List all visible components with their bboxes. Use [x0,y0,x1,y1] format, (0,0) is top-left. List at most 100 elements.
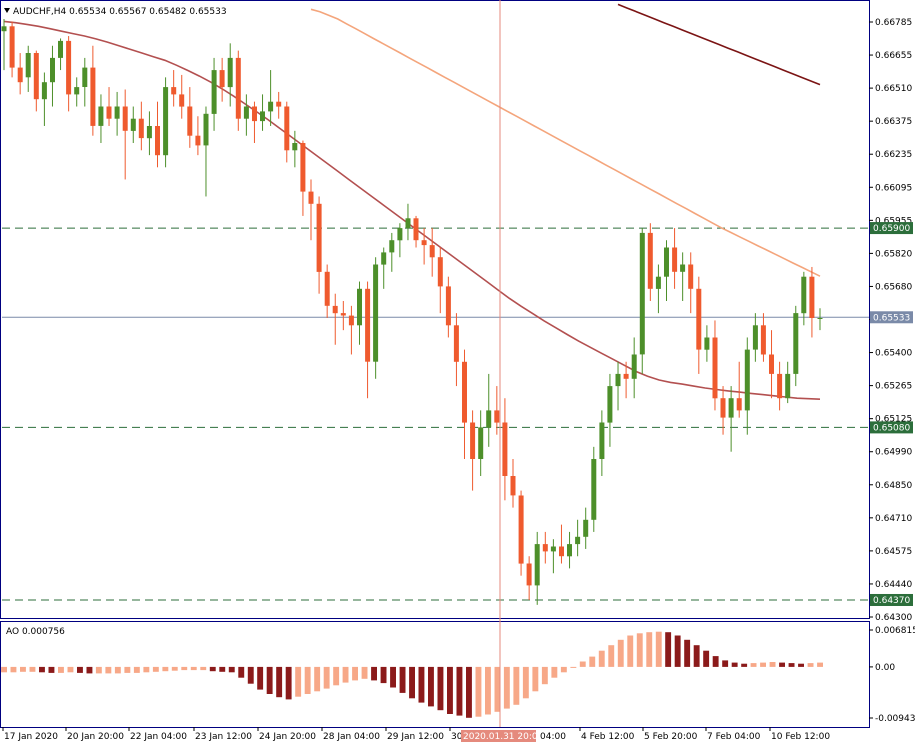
candle-body [429,245,435,258]
candle-body [90,67,96,126]
price-tick-label: 0.65265 [875,382,912,392]
candle-85 [688,252,694,314]
candle-body [171,87,177,95]
ao-bar-74 [703,650,710,667]
candle-body [567,544,572,557]
ao-bar-27 [257,666,264,690]
ao-bar-49 [466,666,472,718]
candle-64 [518,490,524,576]
ao-bar-57 [541,666,548,685]
candle-1 [9,21,15,78]
price-tag-label: 0.65900 [873,224,910,234]
candle-body [252,106,257,122]
candle-101 [817,308,823,331]
candle-body [623,373,629,379]
candle-70 [567,531,572,569]
candle-4 [33,50,39,112]
candle-body [114,106,120,119]
chart-title: AUDCHF,H4 0.65534 0.65567 0.65482 0.6553… [4,7,227,17]
price-tag-bg [870,222,913,235]
candle-99 [801,271,807,326]
candle-body [704,337,710,350]
candle-body [9,26,15,68]
candle-body [389,240,395,253]
candle-49 [397,223,403,258]
ao-bar-80 [760,662,766,667]
candle-61 [494,386,500,435]
candle-43 [348,305,354,355]
candle-body [688,264,694,289]
candle-body [98,106,104,126]
price-tick-label: 0.66655 [875,51,912,61]
ao-bar-37 [352,666,358,681]
candle-body [58,40,63,58]
candle-34 [276,91,282,119]
candle-body [809,276,815,318]
candle-body [308,191,314,204]
ao-bar-55 [522,666,529,699]
ao-bar-12 [114,666,121,674]
candle-body [445,286,451,326]
ao-bar-32 [304,666,311,694]
dropdown-triangle-icon[interactable] [4,8,10,13]
ao-bar-76 [722,660,729,667]
candle-body [365,288,371,362]
candle-11 [90,45,96,136]
candle-body [41,82,47,100]
ao-bar-42 [399,666,406,693]
ao-tick-label: 0.006815 [875,626,915,636]
candle-body [793,313,799,374]
crosshair-time-bg [461,730,536,742]
candle-9 [74,77,80,107]
ma-mid-line [310,8,821,277]
ao-bar-29 [276,666,283,698]
ao-pane[interactable] [0,621,870,728]
candle-36 [292,130,298,168]
candle-body [211,70,217,114]
candle-82 [664,240,669,301]
candle-body [260,111,265,122]
price-axis: 0.66785 0.66655 0.66510 0.66375 0.66235 0.660… [869,18,913,623]
candle-96 [777,361,783,411]
time-tick-label: 7 Feb 04:00 [707,732,761,742]
candle-98 [793,305,799,387]
candle-55 [445,276,451,338]
candle-body [146,126,152,139]
candle-body [1,26,7,32]
candle-48 [389,232,395,272]
candle-46 [373,257,379,379]
ao-bar-65 [617,639,624,667]
candle-88 [712,320,718,411]
candle-body [453,325,459,362]
ao-bar-36 [342,666,349,683]
candle-body [647,232,653,289]
candle-body [534,544,540,586]
candle-68 [550,539,556,574]
price-pane[interactable] [0,0,870,619]
candle-89 [720,386,726,435]
candle-body [373,264,379,362]
candle-body [720,398,726,418]
candle-12 [98,94,104,143]
time-tick-label: 20 Jan 20:00 [67,732,124,742]
candle-body [639,232,645,355]
candle-body [50,57,55,83]
candle-23 [187,87,193,148]
candle-body [381,252,387,265]
candle-body [130,118,136,131]
time-tick-label: 10 Feb 12:00 [771,732,830,742]
price-tag-label: 0.65533 [873,313,910,323]
candle-60 [486,373,492,447]
candle-80 [647,223,653,301]
candle-21 [171,70,177,107]
candle-5 [41,72,47,126]
ao-bar-6 [58,666,64,673]
ao-bar-13 [124,666,131,673]
candle-body [615,373,621,387]
candle-44 [357,281,362,345]
ma-slow-line [617,3,821,86]
candle-body [744,349,750,411]
ao-bar-64 [608,645,615,667]
